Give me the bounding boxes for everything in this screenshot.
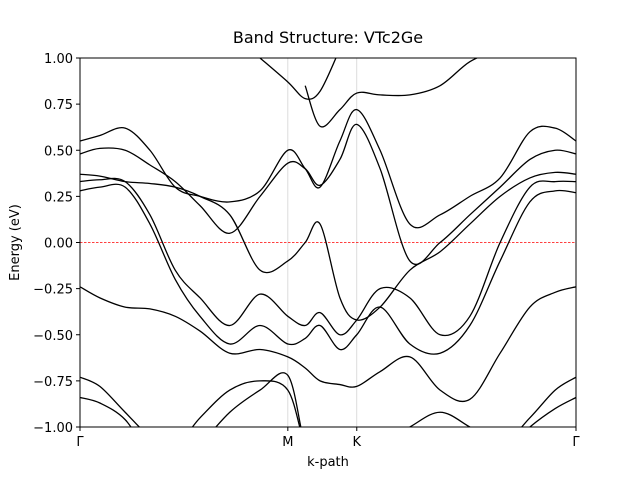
y-axis-label: Energy (eV) [8,204,23,281]
y-tick-label: −0.25 [33,283,73,298]
y-tick-label: 0.50 [44,144,73,159]
band-line [304,58,479,128]
band-line [80,177,576,337]
y-tick-label: 0.25 [44,190,73,205]
band-line [80,183,576,355]
y-tick-label: 0.75 [44,98,73,113]
y-tick-label: −0.75 [33,375,73,390]
x-tick-label: M [282,435,293,450]
x-axis-label: k-path [307,455,349,470]
band-line [80,171,576,321]
chart-title: Band Structure: VTc2Ge [233,28,423,47]
y-tick-label: −1.00 [33,421,73,436]
band-line [80,109,576,229]
y-tick-label: −0.50 [33,329,73,344]
plot-area [80,58,576,427]
band-line [80,286,576,403]
y-tick-label: 1.00 [44,52,73,67]
x-tick-label: Γ [76,435,84,450]
band-line [259,58,337,100]
band-line [80,123,576,265]
ticks: Γ M K Γ−1.00−0.75−0.50−0.250.000.250.500.75… [33,52,580,450]
x-tick-label: Γ [572,435,580,450]
x-tick-label: K [353,435,362,450]
y-tick-label: 0.00 [44,237,73,252]
